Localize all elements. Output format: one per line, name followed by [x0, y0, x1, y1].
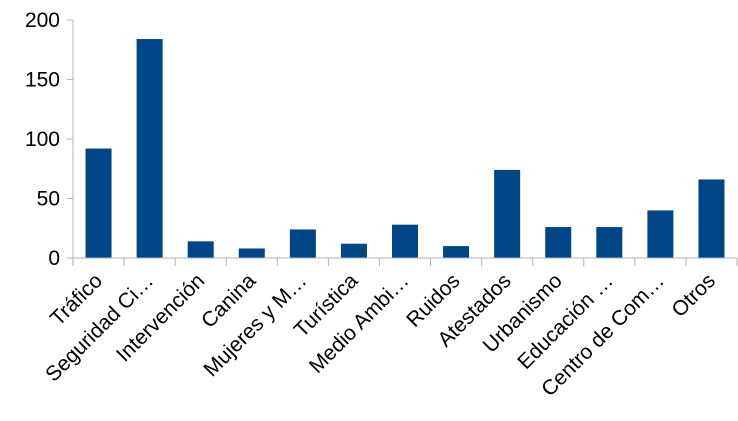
bar [647, 210, 674, 258]
y-tick-label: 150 [25, 69, 60, 92]
bar [494, 169, 521, 258]
bar [340, 243, 367, 258]
bar [136, 39, 163, 258]
bar [85, 148, 112, 258]
bar [187, 241, 214, 258]
bars [85, 39, 725, 258]
bar [596, 227, 623, 258]
bar [443, 246, 470, 258]
y-tick-label: 50 [37, 188, 60, 211]
bar [698, 179, 725, 258]
bar [289, 229, 316, 258]
bar [238, 248, 265, 258]
bar [545, 227, 572, 258]
x-axis-ticks [72, 258, 738, 266]
x-category-label: Otros [667, 269, 720, 322]
y-axis-ticks [67, 19, 73, 259]
y-tick-label: 200 [25, 9, 60, 32]
y-tick-label: 0 [48, 247, 60, 270]
y-tick-label: 100 [25, 128, 60, 151]
bar [392, 224, 418, 258]
y-axis-labels: 0 50 100 150 200 [25, 9, 60, 270]
